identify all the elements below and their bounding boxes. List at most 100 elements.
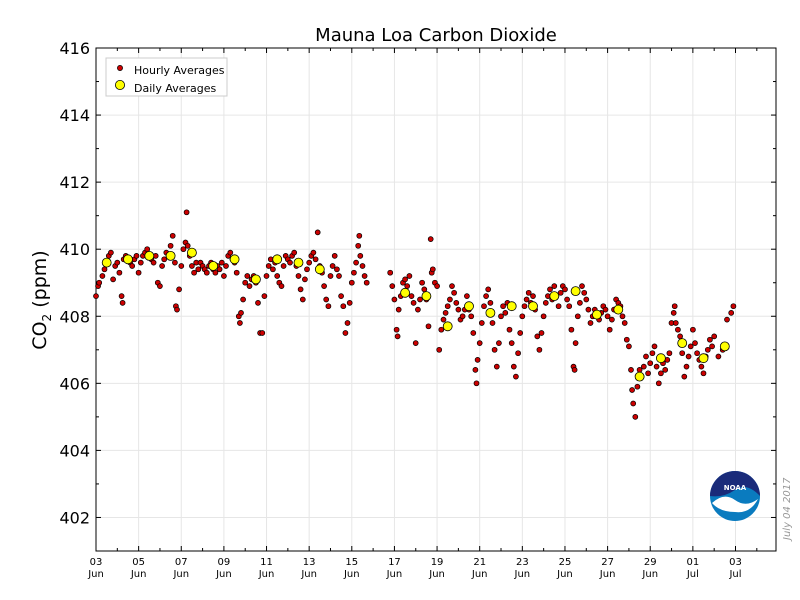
hourly-point: [363, 279, 370, 286]
hourly-point: [402, 276, 408, 283]
hourly-point: [671, 303, 678, 310]
hourly-point: [274, 273, 281, 279]
y-tick-label: 412: [59, 173, 90, 192]
hourly-point: [412, 340, 419, 346]
hourly-point: [476, 340, 483, 346]
hourly-point: [218, 259, 225, 266]
x-tick-day-label: 13: [303, 557, 316, 568]
hourly-point: [451, 289, 457, 296]
hourly-point: [455, 306, 462, 313]
hourly-point: [427, 236, 434, 242]
x-tick-month-label: Jun: [428, 569, 445, 580]
hourly-point: [129, 263, 136, 269]
hourly-point: [203, 269, 210, 276]
x-tick-month-label: Jul: [686, 569, 699, 580]
hourly-point: [632, 414, 639, 420]
daily-point: [229, 254, 240, 265]
hourly-point: [357, 253, 364, 259]
hourly-point: [118, 293, 125, 299]
hourly-point: [474, 357, 481, 363]
hourly-point: [159, 263, 165, 269]
hourly-point: [312, 256, 319, 263]
hourly-point: [609, 316, 615, 323]
daily-point: [442, 321, 453, 332]
hourly-point: [628, 367, 634, 373]
hourly-point: [574, 313, 581, 320]
legend-box: [105, 57, 228, 97]
x-tick-month-label: Jun: [599, 569, 616, 580]
x-tick-day-label: 25: [559, 557, 572, 568]
hourly-point: [394, 333, 401, 340]
x-tick-day-label: 05: [132, 557, 145, 568]
daily-point: [677, 338, 688, 349]
hourly-point: [692, 340, 698, 346]
hourly-point: [314, 229, 321, 236]
hourly-point: [483, 293, 489, 299]
hourly-point: [306, 259, 313, 266]
hourly-point: [389, 283, 396, 289]
hourly-point: [342, 330, 349, 336]
hourly-point: [444, 303, 451, 310]
hourly-point: [304, 266, 310, 273]
hourly-point: [440, 316, 447, 323]
y-tick-label: 408: [59, 307, 90, 326]
y-tick-label: 404: [59, 441, 90, 460]
hourly-point: [114, 259, 121, 266]
hourly-point: [417, 296, 423, 303]
hourly-point: [395, 306, 402, 313]
hourly-point: [478, 320, 485, 326]
hourly-point: [704, 346, 711, 353]
daily-point: [592, 309, 602, 320]
hourly-point: [169, 232, 176, 239]
hourly-point: [278, 283, 285, 289]
y-axis-label-unit: (ppm): [29, 250, 51, 314]
hourly-point: [508, 340, 515, 346]
hourly-point: [329, 263, 336, 269]
hourly-point: [331, 253, 338, 259]
hourly-point: [393, 326, 400, 333]
hourly-point: [346, 300, 353, 306]
hourly-point: [133, 253, 140, 259]
x-tick-day-label: 21: [473, 557, 486, 568]
hourly-point: [534, 333, 541, 340]
y-tick-label: 416: [59, 39, 90, 58]
x-tick-month-label: Jun: [130, 569, 147, 580]
hourly-point: [677, 333, 683, 340]
hourly-point: [583, 296, 590, 303]
x-tick-day-label: 03: [90, 557, 103, 568]
hourly-point: [244, 273, 251, 279]
x-tick-day-label: 29: [644, 557, 657, 568]
legend-daily-marker: [115, 80, 126, 91]
x-tick-day-label: 15: [345, 557, 358, 568]
x-tick-month-label: Jun: [87, 569, 104, 580]
daily-point: [698, 353, 709, 364]
legend-hourly-marker: [117, 65, 123, 71]
hourly-point: [724, 316, 730, 323]
hourly-point: [645, 370, 651, 377]
hourly-point: [666, 350, 673, 357]
hourly-point: [502, 310, 509, 316]
hourly-point: [653, 363, 660, 370]
x-tick-day-label: 03: [729, 557, 742, 568]
y-tick-label: 406: [59, 374, 90, 393]
hourly-point: [585, 306, 592, 313]
daily-point: [613, 304, 624, 315]
hourly-point: [189, 263, 195, 269]
x-tick-day-label: 23: [516, 557, 529, 568]
x-tick-day-label: 27: [601, 557, 614, 568]
hourly-point: [619, 313, 626, 320]
hourly-point: [323, 296, 330, 303]
daily-point: [549, 291, 560, 302]
hourly-point: [551, 283, 558, 289]
hourly-point: [690, 326, 696, 333]
hourly-point: [442, 310, 449, 316]
hourly-point: [391, 296, 398, 303]
hourly-point: [338, 293, 344, 299]
hourly-point: [161, 256, 168, 263]
hourly-point: [191, 269, 197, 276]
hourly-point: [321, 283, 327, 289]
x-tick-day-label: 01: [686, 557, 699, 568]
hourly-point: [487, 300, 494, 306]
hourly-point: [715, 353, 722, 360]
